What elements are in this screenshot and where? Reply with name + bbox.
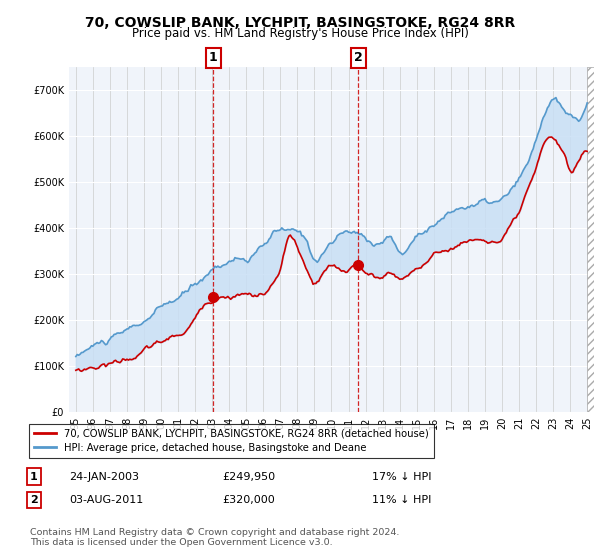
Text: 24-JAN-2003: 24-JAN-2003	[69, 472, 139, 482]
Text: 2: 2	[30, 495, 38, 505]
Text: Price paid vs. HM Land Registry's House Price Index (HPI): Price paid vs. HM Land Registry's House …	[131, 27, 469, 40]
Legend: 70, COWSLIP BANK, LYCHPIT, BASINGSTOKE, RG24 8RR (detached house), HPI: Average : 70, COWSLIP BANK, LYCHPIT, BASINGSTOKE, …	[29, 424, 434, 458]
Text: £320,000: £320,000	[222, 495, 275, 505]
Text: Contains HM Land Registry data © Crown copyright and database right 2024.
This d: Contains HM Land Registry data © Crown c…	[30, 528, 400, 547]
Text: £249,950: £249,950	[222, 472, 275, 482]
Text: 2: 2	[354, 52, 363, 64]
Text: 17% ↓ HPI: 17% ↓ HPI	[372, 472, 431, 482]
Text: 1: 1	[209, 52, 218, 64]
Text: 03-AUG-2011: 03-AUG-2011	[69, 495, 143, 505]
Text: 1: 1	[30, 472, 38, 482]
Text: 11% ↓ HPI: 11% ↓ HPI	[372, 495, 431, 505]
Text: 70, COWSLIP BANK, LYCHPIT, BASINGSTOKE, RG24 8RR: 70, COWSLIP BANK, LYCHPIT, BASINGSTOKE, …	[85, 16, 515, 30]
